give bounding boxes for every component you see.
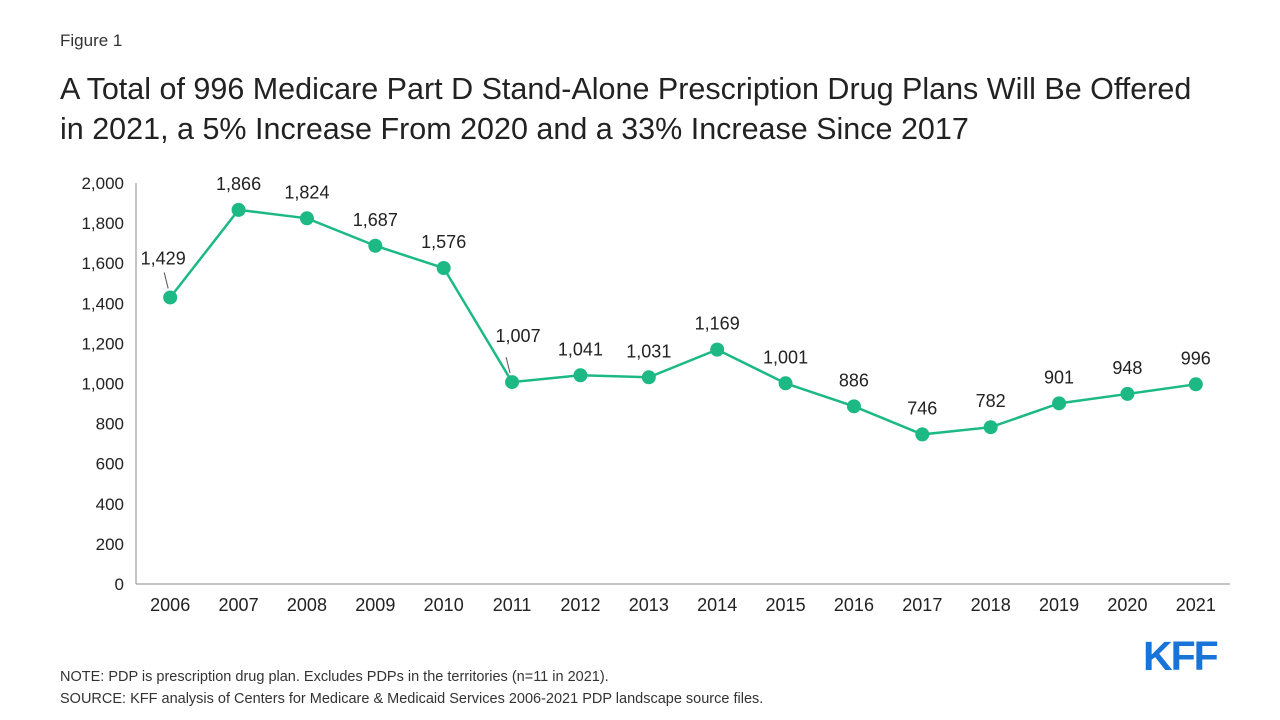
- data-point: [915, 427, 930, 442]
- data-label: 886: [839, 370, 869, 390]
- x-tick-label: 2019: [1039, 595, 1079, 615]
- y-tick-label: 400: [96, 495, 124, 514]
- y-tick-label: 0: [115, 575, 124, 594]
- y-tick-label: 1,200: [81, 334, 124, 353]
- data-labels: 1,429 1,866 1,824 1,687 1,576 1,007 1,041 1,031…: [141, 174, 1211, 419]
- x-tick-label: 2014: [697, 595, 737, 615]
- data-label: 1,041: [558, 339, 603, 359]
- data-label: 1,001: [763, 347, 808, 367]
- data-label: 1,031: [626, 341, 671, 361]
- label-leader-line: [163, 272, 169, 289]
- x-tick-label: 2007: [219, 595, 259, 615]
- series-line: [169, 208, 1196, 436]
- x-tick-label: 2015: [766, 595, 806, 615]
- x-tick-label: 2021: [1176, 595, 1216, 615]
- x-tick-label: 2006: [150, 595, 190, 615]
- y-tick-label: 2,000: [81, 174, 124, 193]
- kff-logo[interactable]: KFF: [1143, 633, 1219, 679]
- y-tick-label: 1,800: [81, 214, 124, 233]
- data-label: 1,007: [496, 326, 541, 346]
- x-tick-label: 2008: [287, 595, 327, 615]
- data-point: [710, 342, 725, 357]
- chart-title: A Total of 996 Medicare Part D Stand-Alo…: [60, 72, 1192, 146]
- y-tick-label: 1,400: [81, 294, 124, 313]
- data-label: 1,824: [284, 182, 329, 202]
- data-label: 746: [907, 398, 937, 418]
- label-leader-line: [505, 356, 511, 374]
- data-label: 996: [1181, 348, 1211, 368]
- data-point: [299, 211, 314, 226]
- data-point: [1188, 377, 1203, 392]
- data-point: [641, 370, 656, 385]
- source-text: SOURCE: KFF analysis of Centers for Medi…: [60, 691, 764, 707]
- data-label: 1,429: [141, 248, 186, 268]
- x-tick-label: 2010: [424, 595, 464, 615]
- x-tick-label: 2017: [902, 595, 942, 615]
- data-label: 1,576: [421, 232, 466, 252]
- x-tick-label: 2016: [834, 595, 874, 615]
- x-tick-label: 2012: [560, 595, 600, 615]
- data-point: [846, 399, 861, 414]
- figure-label: Figure 1: [60, 31, 123, 50]
- data-label: 782: [976, 391, 1006, 411]
- data-point: [163, 290, 178, 305]
- data-point: [778, 376, 793, 391]
- y-axis-ticks: 0 200 400 600 800 1,000 1,200 1,400 1,600 1,800 2,…: [81, 174, 124, 594]
- chart-axes: [135, 183, 1230, 585]
- x-tick-label: 2020: [1107, 595, 1147, 615]
- data-point: [1120, 386, 1135, 401]
- data-label: 1,866: [216, 174, 261, 194]
- data-label: 948: [1112, 358, 1142, 378]
- data-label: 1,687: [353, 210, 398, 230]
- y-tick-label: 200: [96, 535, 124, 554]
- data-label: 901: [1044, 367, 1074, 387]
- x-tick-label: 2009: [355, 595, 395, 615]
- data-point: [436, 261, 451, 276]
- x-tick-label: 2011: [493, 595, 532, 615]
- data-point: [231, 202, 246, 217]
- x-tick-label: 2013: [629, 595, 669, 615]
- y-tick-label: 600: [96, 455, 124, 474]
- data-point: [1052, 396, 1067, 411]
- data-label: 1,169: [695, 314, 740, 334]
- x-tick-label: 2018: [971, 595, 1011, 615]
- y-tick-label: 1,600: [81, 254, 124, 273]
- data-point: [573, 368, 588, 383]
- data-point: [505, 375, 520, 390]
- footnotes: NOTE: PDP is prescription drug plan. Exc…: [60, 666, 763, 710]
- note-text: NOTE: PDP is prescription drug plan. Exc…: [60, 669, 609, 685]
- data-point: [368, 238, 383, 253]
- data-series: [163, 202, 1203, 442]
- y-tick-label: 800: [96, 415, 124, 434]
- x-axis-ticks: 2006 2007 2008 2009 2010 2011 2012 2013 2014 2015…: [150, 595, 1216, 615]
- y-tick-label: 1,000: [81, 375, 124, 394]
- data-point: [983, 420, 998, 435]
